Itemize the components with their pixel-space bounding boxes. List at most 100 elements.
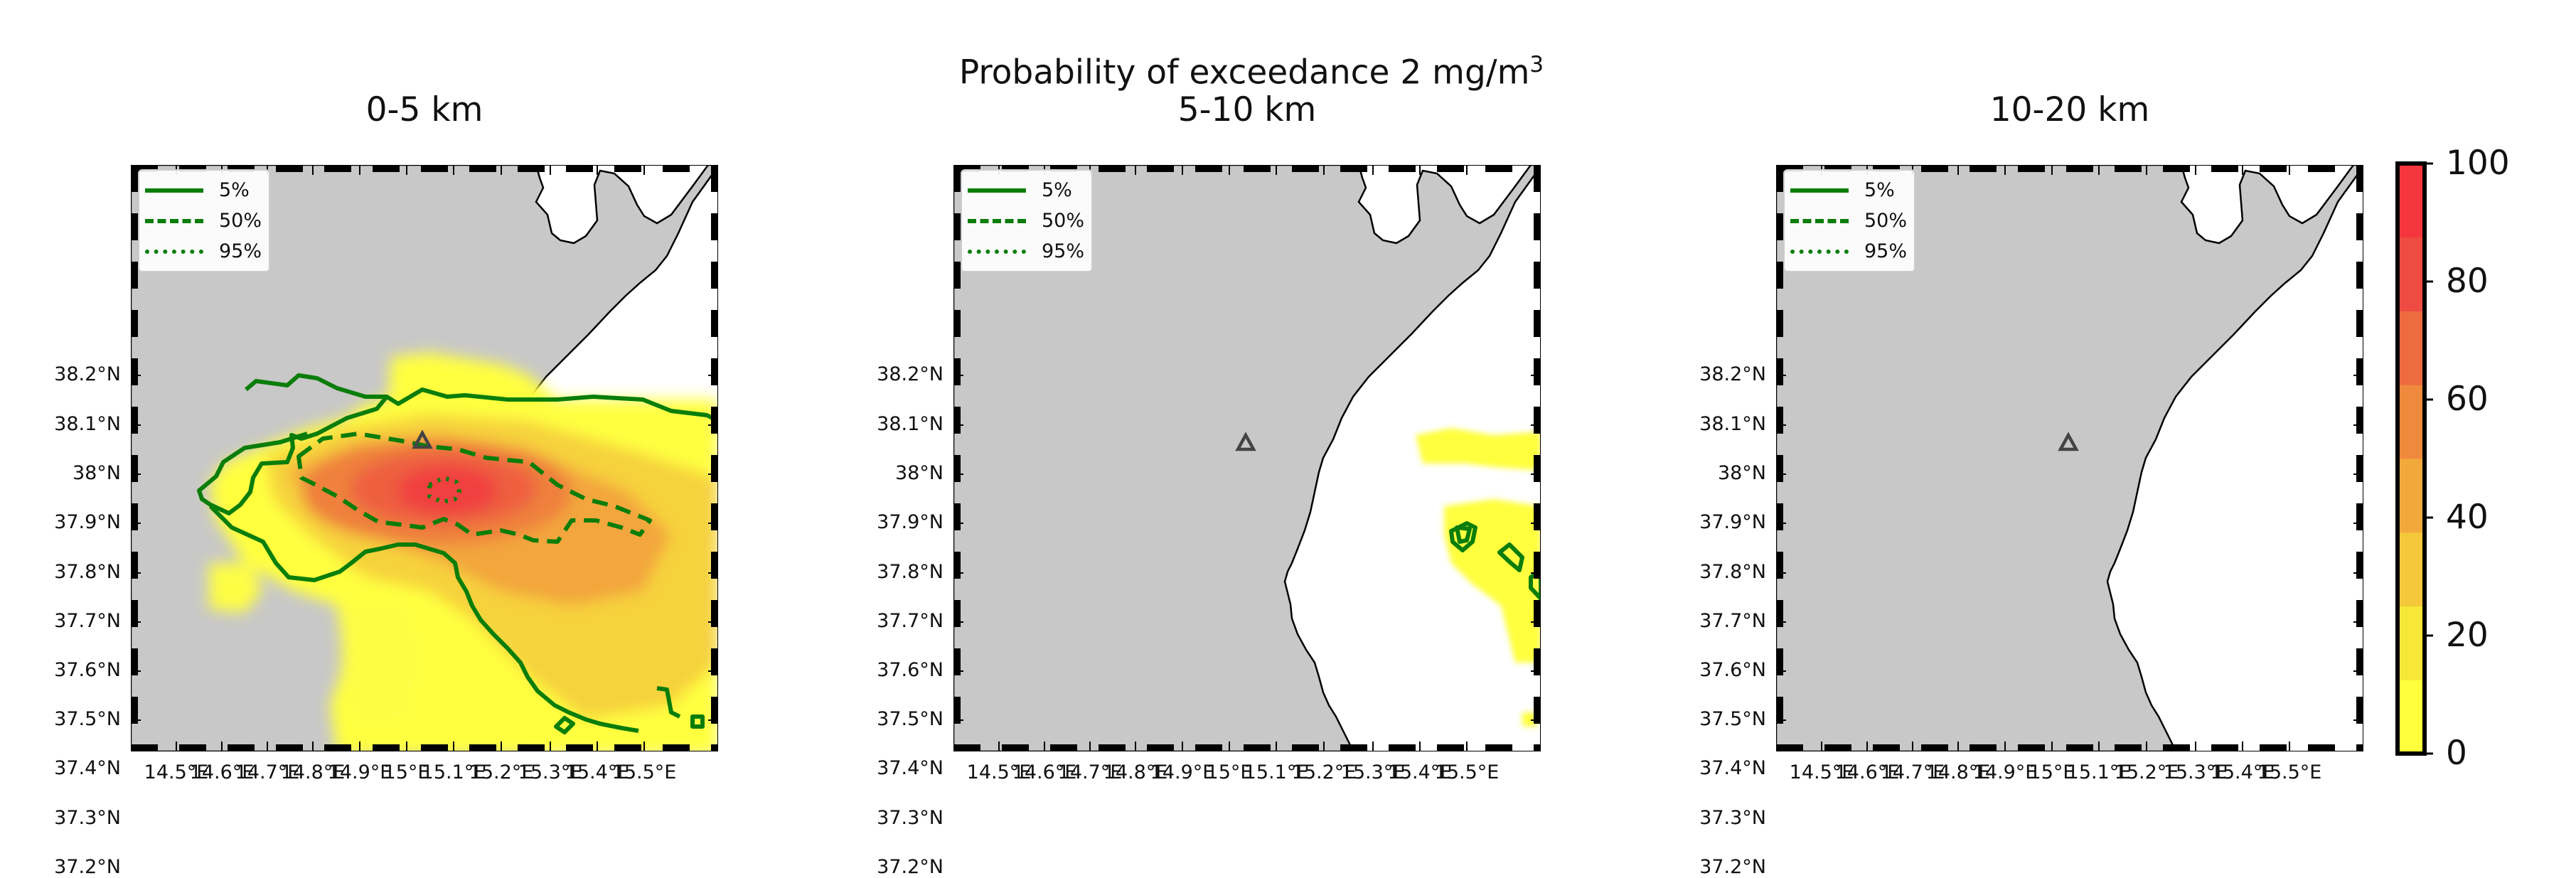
lon-tick-label: 14.7°E — [1880, 761, 1945, 783]
lat-tick-label: 37.8°N — [54, 561, 121, 583]
colorbar-segment — [2398, 532, 2425, 606]
lon-tick-label: 15.1°E — [2066, 761, 2132, 783]
legend-line-dashed — [1790, 218, 1849, 223]
lat-tick-label: 38°N — [894, 462, 944, 484]
lon-tick-label: 15°E — [1206, 761, 1253, 783]
lat-tick-label: 38.2°N — [1699, 363, 1766, 385]
legend-label: 5% — [1864, 179, 1895, 201]
lon-tick-label: 15.5°E — [611, 761, 677, 783]
triangle-marker — [2058, 432, 2079, 451]
legend-label: 5% — [219, 179, 250, 201]
lat-tick-label: 38.1°N — [54, 413, 121, 435]
legend-item: 50% — [968, 205, 1084, 236]
legend-label: 95% — [219, 240, 262, 262]
lon-tick-label: 15.5°E — [2257, 761, 2322, 783]
colorbar-tick-label: 40 — [2446, 498, 2489, 537]
lon-tick-label: 14.6°E — [1834, 761, 1900, 783]
colorbar-tick-label: 0 — [2446, 734, 2467, 773]
lat-tick-label: 37.3°N — [54, 807, 121, 829]
colorbar-segment — [2398, 606, 2425, 680]
lat-tick-label: 37.9°N — [877, 511, 944, 533]
lon-tick-label: 15°E — [383, 761, 430, 783]
contour-legend: 5% 50% 95% — [138, 169, 271, 272]
legend-line-dotted — [1790, 249, 1849, 254]
legend-label: 5% — [1042, 179, 1072, 201]
map-panel-2: 5% 50% 95% — [953, 165, 1541, 751]
lat-tick-label: 37.8°N — [877, 561, 944, 583]
lat-tick-label: 37.9°N — [54, 511, 121, 533]
lat-tick-label: 37.2°N — [54, 856, 121, 878]
panel-title: 0-5 km — [365, 90, 483, 129]
contour-solid — [1497, 542, 1524, 572]
legend-item: 95% — [1790, 236, 1907, 267]
triangle-marker — [1235, 432, 1256, 451]
lon-tick-label: 14.9°E — [1972, 761, 2038, 783]
contour-solid — [1449, 521, 1477, 552]
lon-tick-label: 15.3°E — [1340, 761, 1406, 783]
triangle-marker — [412, 429, 433, 449]
figure-suptitle: Probability of exceedance 2 mg/m3 — [958, 52, 1544, 92]
legend-item: 50% — [1790, 205, 1907, 236]
colorbar-segment — [2398, 164, 2425, 238]
lon-tick-label: 15.3°E — [2163, 761, 2228, 783]
lat-tick-label: 38°N — [1717, 462, 1766, 484]
land-area — [1776, 165, 2363, 751]
lon-tick-label: 14.6°E — [189, 761, 255, 783]
lat-tick-label: 37.7°N — [1699, 610, 1766, 632]
lon-tick-label: 15.3°E — [518, 761, 583, 783]
lat-tick-label: 37.3°N — [877, 807, 944, 829]
legend-line-solid — [1790, 188, 1849, 193]
lat-tick-label: 37.4°N — [1699, 757, 1766, 779]
colorbar-segment — [2398, 385, 2425, 459]
legend-label: 95% — [1864, 240, 1908, 262]
contour-solid — [656, 686, 705, 729]
lat-tick-label: 37.4°N — [54, 757, 121, 779]
lon-tick-label: 14.5°E — [144, 761, 209, 783]
contour-solid — [197, 373, 718, 733]
lat-tick-label: 37.5°N — [1699, 708, 1766, 730]
lon-tick-label: 15.4°E — [565, 761, 630, 783]
panel-title: 5-10 km — [1177, 90, 1317, 129]
legend-item: 5% — [145, 175, 262, 205]
lat-tick-label: 37.7°N — [877, 610, 944, 632]
legend-item: 95% — [968, 236, 1084, 267]
lat-tick-label: 37.6°N — [877, 659, 944, 681]
map-frame — [1776, 165, 2363, 751]
lat-tick-label: 37.2°N — [1699, 856, 1766, 878]
lon-tick-label: 15.4°E — [1387, 761, 1453, 783]
lat-tick-label: 38.2°N — [877, 363, 944, 385]
colorbar-tick-label: 100 — [2446, 144, 2510, 183]
lon-tick-label: 14.5°E — [966, 761, 1032, 783]
legend-label: 50% — [1864, 210, 1908, 232]
lat-tick-label: 38.1°N — [877, 413, 944, 435]
colorbar-bar — [2395, 161, 2433, 756]
legend-line-dotted — [968, 249, 1026, 254]
colorbar-tick-label: 60 — [2446, 380, 2489, 419]
lat-tick-label: 37.5°N — [54, 708, 121, 730]
lat-tick-label: 37.7°N — [54, 610, 121, 632]
lat-tick-label: 38.1°N — [1699, 413, 1766, 435]
lon-tick-label: 14.8°E — [1925, 761, 1991, 783]
land-area — [953, 165, 1541, 751]
contour-legend: 5% 50% 95% — [1783, 169, 1916, 272]
legend-line-dashed — [968, 218, 1026, 223]
legend-item: 50% — [145, 205, 262, 236]
colorbar-tick-label: 20 — [2446, 616, 2489, 655]
map-panel-3: 5% 50% 95% — [1776, 165, 2363, 751]
lat-tick-label: 37.6°N — [54, 659, 121, 681]
legend-item: 5% — [1790, 175, 1907, 205]
panel-title: 10-20 km — [1989, 90, 2150, 129]
lon-tick-label: 15°E — [2029, 761, 2075, 783]
colorbar-segment — [2398, 459, 2425, 533]
lon-tick-label: 15.1°E — [421, 761, 486, 783]
contour-dashed — [296, 432, 652, 544]
colorbar-segment — [2398, 237, 2425, 311]
lon-tick-label: 15.4°E — [2210, 761, 2275, 783]
legend-item: 5% — [968, 175, 1084, 205]
lat-tick-label: 37.2°N — [877, 856, 944, 878]
legend-line-solid — [968, 188, 1026, 193]
lat-tick-label: 37.9°N — [1699, 511, 1766, 533]
map-frame — [131, 165, 718, 751]
colorbar-segment — [2398, 680, 2425, 754]
lon-tick-label: 15.2°E — [469, 761, 534, 783]
